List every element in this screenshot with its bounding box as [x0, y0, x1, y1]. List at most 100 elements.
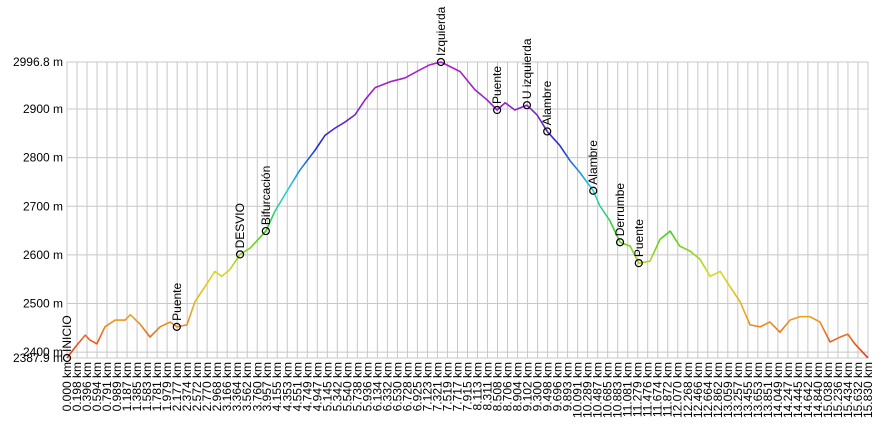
x-tick-label: 4.749 km [300, 362, 314, 411]
x-tick-label: 15.830 km [861, 362, 875, 418]
waypoint-marker [522, 101, 532, 110]
x-tick-label: 9.300 km [531, 362, 545, 411]
waypoint-label: Bifurcación [259, 166, 273, 225]
x-tick-label: 2.374 km [180, 362, 194, 411]
x-tick-label: 7.519 km [440, 362, 454, 411]
x-tick-label: 13.653 km [751, 362, 765, 418]
waypoint-marker [615, 238, 625, 247]
x-tick-label: 8.706 km [501, 362, 515, 411]
x-tick-label: 5.342 km [330, 362, 344, 411]
x-tick-label: 11.279 km [631, 362, 645, 417]
x-tick-label: 7.321 km [430, 362, 444, 411]
x-tick-label: 6.530 km [390, 362, 404, 411]
waypoint-marker [589, 186, 598, 195]
waypoint-marker [261, 226, 270, 236]
x-tick-label: 15.632 km [851, 362, 865, 418]
waypoint-label: INICIO [60, 315, 74, 352]
x-tick-label: 7.915 km [461, 362, 475, 411]
waypoint-label: Derrumbe [613, 183, 627, 237]
x-tick-label: 3.364 km [230, 362, 244, 411]
y-tick-label: 2400 m [23, 345, 63, 359]
x-tick-label: 9.102 km [521, 362, 535, 411]
x-tick-label: 4.947 km [310, 362, 324, 411]
x-tick-label: 9.498 km [541, 362, 555, 411]
x-tick-label: 13.455 km [741, 362, 755, 418]
x-tick-label: 9.696 km [551, 362, 565, 411]
x-tick-label: 7.717 km [450, 362, 464, 411]
x-tick-label: 11.476 km [641, 362, 655, 417]
x-tick-label: 9.893 km [561, 362, 575, 411]
waypoint-marker [62, 353, 72, 363]
x-tick-label: 8.311 km [481, 362, 495, 410]
x-tick-label: 3.760 km [250, 362, 264, 411]
x-tick-label: 2.572 km [190, 362, 204, 411]
x-tick-label: 14.049 km [771, 362, 785, 418]
x-tick-label: 0.594 km [90, 362, 104, 411]
x-tick-label: 5.936 km [360, 362, 374, 411]
waypoint-label: Alambre [586, 140, 600, 185]
x-tick-label: 13.059 km [721, 362, 735, 418]
x-tick-label: 0.000 km [60, 362, 74, 411]
y-tick-label: 2900 m [23, 102, 63, 116]
elevation-line [66, 61, 869, 359]
x-tick-label: 12.862 km [711, 362, 725, 418]
x-tick-label: 1.781 km [150, 362, 164, 411]
x-tick-label: 0.198 km [70, 362, 84, 411]
x-tick-label: 15.434 km [841, 362, 855, 418]
x-tick-label: 1.583 km [140, 362, 154, 411]
waypoint-marker [543, 127, 552, 136]
x-tick-label: 10.685 km [601, 362, 615, 418]
x-tick-label: 13.257 km [731, 362, 745, 418]
x-tick-label: 1.979 km [160, 362, 174, 411]
waypoint-label: Puente [170, 282, 184, 320]
waypoint-label: Izquierda [434, 6, 448, 56]
x-tick-label: 5.540 km [340, 362, 354, 411]
x-tick-label: 10.289 km [581, 362, 595, 418]
waypoint-label: U izquierda [520, 38, 534, 99]
x-tick-label: 2.177 km [170, 362, 184, 411]
waypoint-label: Puente [490, 66, 504, 104]
x-tick-label: 3.166 km [220, 362, 234, 411]
x-tick-label: 1.385 km [130, 362, 144, 411]
y-tick-label: 2387.9 m [13, 351, 63, 365]
x-tick-label: 5.145 km [320, 362, 334, 411]
x-tick-label: 5.738 km [350, 362, 364, 411]
x-tick-label: 14.445 km [791, 362, 805, 418]
x-tick-label: 13.851 km [761, 362, 775, 418]
waypoint-marker [436, 57, 446, 67]
x-tick-label: 15.038 km [821, 362, 835, 418]
y-tick-label: 2996.8 m [13, 55, 63, 69]
x-tick-label: 10.091 km [571, 362, 585, 418]
x-tick-label: 8.904 km [511, 362, 525, 411]
x-tick-label: 7.123 km [420, 362, 434, 411]
x-tick-label: 11.674 km [651, 362, 665, 417]
x-tick-label: 6.134 km [370, 362, 384, 411]
x-tick-label: 12.070 km [671, 362, 685, 418]
x-tick-label: 4.551 km [290, 362, 304, 411]
x-tick-label: 2.770 km [200, 362, 214, 411]
x-tick-label: 12.664 km [701, 362, 715, 418]
x-tick-label: 1.187 km [120, 362, 134, 411]
waypoint-marker [634, 259, 643, 268]
x-tick-label: 14.840 km [811, 362, 825, 418]
x-tick-label: 15.236 km [831, 362, 845, 418]
y-tick-label: 2800 m [23, 151, 63, 165]
waypoint-marker [235, 250, 245, 259]
x-tick-label: 14.247 km [781, 362, 795, 418]
x-tick-label: 10.487 km [591, 362, 605, 418]
x-tick-label: 6.728 km [400, 362, 414, 411]
waypoint-label: DESVIO [233, 203, 247, 248]
y-tick-label: 2700 m [23, 199, 63, 213]
y-tick-label: 2500 m [23, 297, 63, 311]
waypoint-marker [493, 105, 502, 115]
x-tick-label: 0.791 km [100, 362, 114, 411]
x-tick-label: 12.268 km [681, 362, 695, 418]
x-tick-label: 8.113 km [471, 362, 485, 410]
y-tick-label: 2600 m [23, 248, 63, 262]
x-tick-label: 6.332 km [380, 362, 394, 411]
x-tick-label: 6.925 km [410, 362, 424, 411]
x-tick-label: 0.989 km [110, 362, 124, 411]
x-tick-label: 12.466 km [691, 362, 705, 418]
waypoint-label: Alambre [540, 80, 554, 125]
